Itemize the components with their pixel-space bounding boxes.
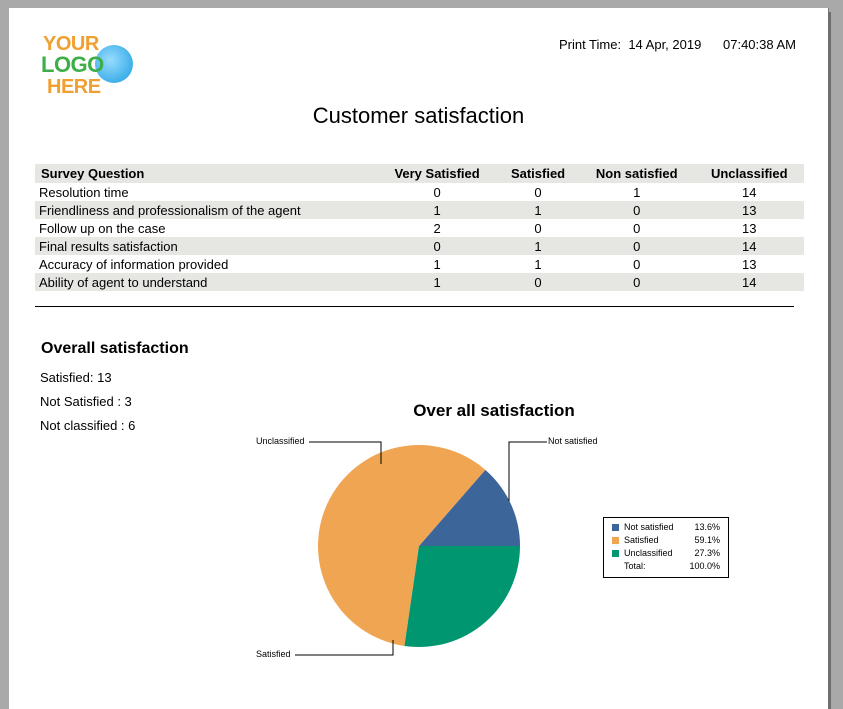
table-row: Ability of agent to understand 1 0 0 14 [35,273,804,291]
callout-label-not-satisfied: Not satisfied [548,436,598,446]
value-cell: 0 [633,220,641,236]
table-row: Friendliness and professionalism of the … [35,201,804,219]
question-cell: Ability of agent to understand [35,273,377,291]
page-shadow [828,12,831,709]
question-cell: Final results satisfaction [35,237,377,255]
legend-item: Satisfied 59.1% [612,534,724,546]
value-cell: 13 [742,256,757,272]
value-cell: 0 [578,273,695,291]
logo-line-2: LOGO [41,52,104,77]
legend-swatch [612,524,619,531]
value-cell: 13 [742,220,757,236]
table-row: Resolution time 0 0 1 14 [35,183,804,201]
legend-percent: 13.6% [694,522,720,532]
stat-satisfied: Satisfied: 13 [40,370,112,385]
value-cell: 0 [578,201,695,219]
callout-line-not-satisfied [508,441,547,501]
pie-slice-unclassified [404,546,520,648]
legend-item: Not satisfied 13.6% [612,521,724,533]
chart-title: Over all satisfaction [413,401,575,420]
value-cell: 1 [433,256,441,272]
print-date: 14 Apr, 2019 [628,37,702,52]
legend-label: Unclassified [624,548,673,558]
pie-chart [295,441,547,656]
legend-item: Unclassified 27.3% [612,547,724,559]
legend-total-row: Total: 100.0% [612,560,724,572]
legend-total-value: 100.0% [689,561,720,571]
value-cell: 1 [497,201,579,219]
value-cell: 0 [534,220,542,236]
value-cell: 2 [433,220,441,236]
company-logo: YOUR LOGO HERE [37,30,145,106]
legend-label: Satisfied [624,535,659,545]
table-row: Final results satisfaction 0 1 0 14 [35,237,804,255]
pie-slice-not-satisfied [419,469,520,546]
report-page: YOUR LOGO HERE Print Time: 14 Apr, 2019 … [9,8,828,709]
pie-slice-satisfied [318,445,486,646]
value-cell: 0 [578,237,695,255]
question-cell: Accuracy of information provided [39,256,229,272]
value-cell: 1 [497,237,579,255]
legend-label: Not satisfied [624,522,674,532]
value-cell: 0 [534,184,542,200]
value-cell: 14 [742,184,757,200]
chart-legend: Not satisfied 13.6% Satisfied 59.1% Uncl… [603,517,729,578]
stat-not-satisfied: Not Satisfied : 3 [40,394,132,409]
value-cell: 1 [633,184,641,200]
column-header: Very Satisfied [377,164,498,183]
table-header-row: Survey Question Very Satisfied Satisfied… [35,164,804,183]
question-cell: Follow up on the case [39,220,166,236]
stat-not-classified: Not classified : 6 [40,418,136,433]
value-cell: 0 [377,237,498,255]
value-cell: 14 [694,237,804,255]
print-clock: 07:40:38 AM [723,37,796,52]
column-header: Non satisfied [578,164,695,183]
question-cell: Friendliness and professionalism of the … [35,201,377,219]
value-cell: 13 [694,201,804,219]
value-cell: 0 [497,273,579,291]
report-title: Customer satisfaction [312,103,525,128]
value-cell: 0 [633,256,641,272]
legend-percent: 59.1% [694,535,720,545]
section-divider [35,306,794,307]
callout-label-unclassified: Unclassified [256,436,305,446]
column-header: Satisfied [497,164,579,183]
value-cell: 1 [377,201,498,219]
column-header: Unclassified [694,164,804,183]
print-time-label: Print Time: [558,37,622,52]
pie-slices [318,445,520,648]
value-cell: 1 [377,273,498,291]
legend-swatch [612,550,619,557]
callout-label-satisfied: Satisfied [256,649,291,659]
value-cell: 0 [433,184,441,200]
logo-line-1: YOUR [43,33,99,55]
logo-circle [95,45,133,83]
table-row: Accuracy of information provided 1 1 0 1… [35,255,804,273]
print-time: Print Time: 14 Apr, 2019 07:40:38 AM [559,37,796,52]
question-cell: Resolution time [39,184,129,200]
legend-percent: 27.3% [694,548,720,558]
column-header: Survey Question [35,164,377,183]
overall-heading: Overall satisfaction [41,340,189,357]
pie-callouts [295,441,547,656]
callout-line-satisfied [295,640,394,656]
value-cell: 14 [694,273,804,291]
logo-line-3: HERE [47,76,101,98]
value-cell: 1 [534,256,542,272]
legend-total-label: Total: [624,561,646,571]
legend-swatch [612,537,619,544]
survey-table: Survey Question Very Satisfied Satisfied… [35,164,804,291]
callout-line-unclassified [309,441,382,464]
table-row: Follow up on the case 2 0 0 13 [35,219,804,237]
